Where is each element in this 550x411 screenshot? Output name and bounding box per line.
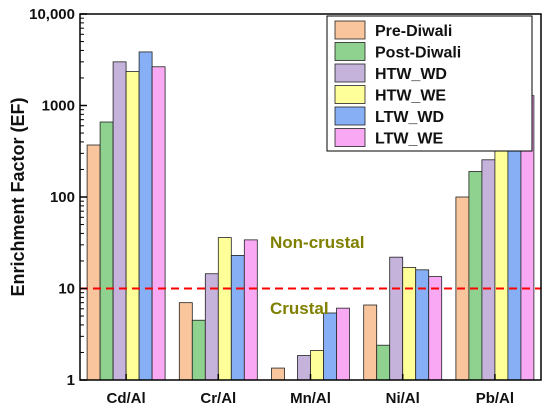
bar-post-diwali-cr-al — [191, 319, 206, 381]
bar-htw-wd-cr-al — [204, 273, 219, 381]
x-axis: Cd/Al Cr/Al Mn/Al Ni/Al Pb/Al — [107, 374, 514, 407]
bar-ltw-wd-cd-al — [138, 51, 153, 381]
bar-pre-diwali-cd-al — [86, 144, 101, 381]
legend-swatch-pre-diwali — [334, 20, 366, 40]
legend: Pre-Diwali Post-Diwali HTW_WD HTW_WE LTW_WD L… — [326, 15, 533, 152]
bar-pre-diwali-ni-al — [363, 304, 378, 381]
y-tick-label: 10,000 — [29, 6, 75, 23]
bars-layer — [86, 51, 535, 381]
bar-ltw-wd-mn-al — [323, 312, 337, 381]
bar-ltw-we-cr-al — [243, 239, 258, 381]
x-tick-label: Cd/Al — [107, 390, 146, 407]
y-tick-label: 1000 — [42, 98, 75, 115]
x-tick-label: Mn/Al — [290, 390, 331, 407]
x-tick-label: Ni/Al — [386, 390, 420, 407]
bar-htw-wd-mn-al — [297, 355, 311, 381]
bar-htw-we-ni-al — [402, 267, 417, 381]
legend-label-htw-we: HTW_WE — [375, 88, 446, 105]
legend-swatch-htw-we — [334, 85, 366, 104]
bar-htw-wd-cd-al — [112, 61, 127, 381]
legend-label-pre-diwali: Pre-Diwali — [375, 23, 452, 40]
y-tick-label: 100 — [50, 189, 75, 206]
legend-swatch-ltw-wd — [334, 106, 366, 126]
bar-ltw-wd-ni-al — [415, 269, 430, 381]
y-axis: 1 10 100 1000 10,000 — [29, 6, 87, 389]
legend-swatch-ltw-we — [334, 128, 366, 147]
bar-post-diwali-cd-al — [99, 121, 114, 381]
bar-htw-we-cd-al — [125, 71, 140, 381]
legend-label-ltw-we: LTW_WE — [375, 131, 443, 148]
bar-pre-diwali-mn-al — [271, 367, 285, 381]
bar-htw-we-cr-al — [217, 237, 232, 381]
bar-ltw-we-ni-al — [428, 276, 443, 381]
x-tick-label: Pb/Al — [476, 390, 514, 407]
bar-pre-diwali-cr-al — [178, 302, 193, 381]
y-tick-label: 1 — [67, 372, 75, 389]
legend-swatch-post-diwali — [334, 42, 366, 61]
bar-htw-wd-pb-al — [481, 159, 496, 381]
legend-label-ltw-wd: LTW_WD — [375, 109, 444, 126]
bar-post-diwali-pb-al — [468, 171, 483, 381]
legend-label-htw-wd: HTW_WD — [375, 66, 447, 83]
bar-post-diwali-ni-al — [376, 344, 391, 381]
bar-ltw-we-mn-al — [336, 307, 350, 381]
bar-htw-we-mn-al — [310, 350, 324, 381]
y-axis-title: Enrichment Factor (EF) — [8, 97, 28, 296]
y-tick-label: 10 — [58, 281, 75, 298]
legend-label-post-diwali: Post-Diwali — [375, 45, 461, 62]
x-tick-label: Cr/Al — [200, 390, 236, 407]
bar-ltw-we-cd-al — [151, 66, 166, 381]
annotation-crustal: Crustal — [270, 299, 329, 318]
bar-ltw-wd-cr-al — [230, 255, 245, 381]
legend-swatch-htw-wd — [334, 63, 366, 83]
annotation-non-crustal: Non-crustal — [270, 233, 364, 252]
bar-htw-wd-ni-al — [389, 256, 404, 381]
